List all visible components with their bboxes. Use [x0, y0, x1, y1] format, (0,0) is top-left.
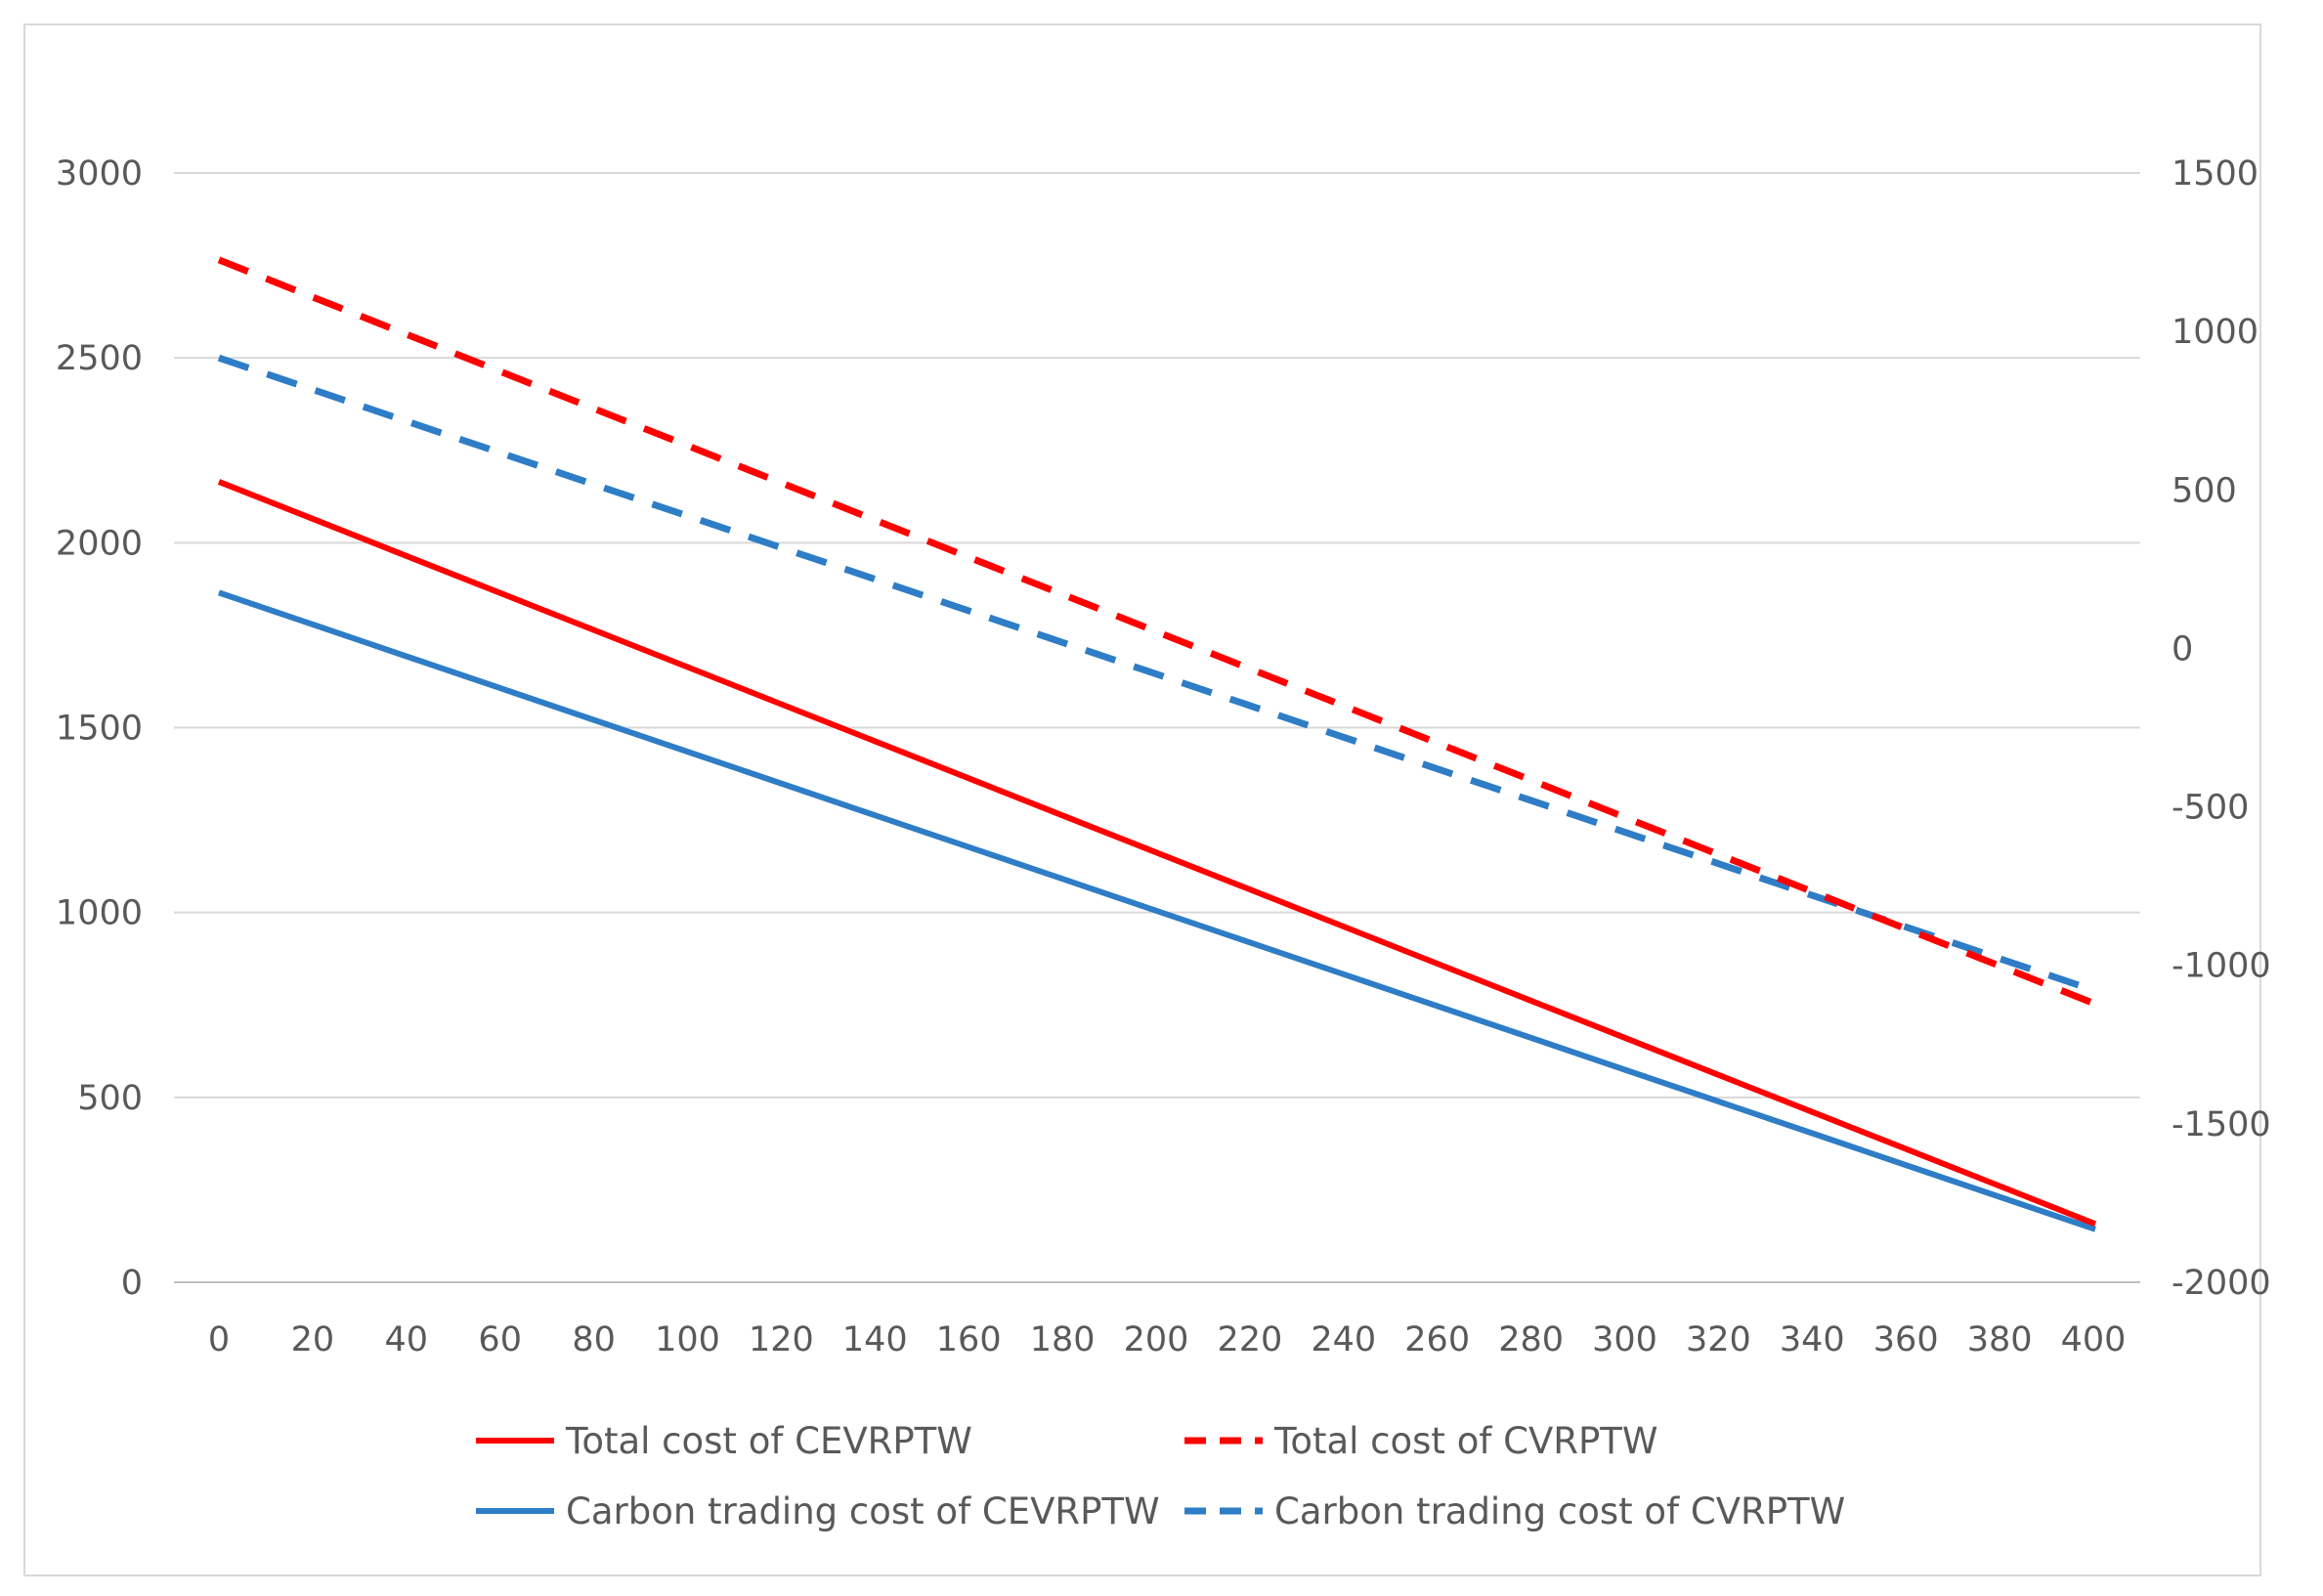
y-tick-label: 2000: [56, 524, 143, 563]
legend-label-1: Total cost of CEVRPTW: [565, 1420, 972, 1462]
x-tick-label: 40: [385, 1320, 429, 1359]
x-tick-label: 180: [1030, 1320, 1096, 1359]
y2-tick-label: 1000: [2172, 313, 2258, 352]
y-tick-label: 3000: [56, 154, 143, 194]
series-lines: [217, 256, 2097, 1232]
legend-label-2: Total cost of CVRPTW: [1273, 1420, 1657, 1462]
x-tick-label: 280: [1498, 1320, 1564, 1359]
x-tick-label: 100: [655, 1320, 720, 1359]
x-tick-label: 240: [1311, 1320, 1376, 1359]
x-tick-label: 140: [842, 1320, 908, 1359]
y-tick-label: 500: [77, 1079, 143, 1118]
x-tick-label: 320: [1686, 1320, 1751, 1359]
x-tick-label: 300: [1592, 1320, 1657, 1359]
y-axis-right: -2000 -1500 -1000 -500 0 500 1000 1500: [2172, 154, 2271, 1303]
legend: Total cost of CEVRPTW Total cost of CVRPT…: [476, 1420, 1845, 1532]
x-axis: 0 20 40 60 80 100 120 140 160 180 200 220 240 260 280 3…: [208, 1320, 2127, 1359]
x-tick-label: 260: [1404, 1320, 1470, 1359]
series-line-2: [217, 256, 2097, 1008]
y2-tick-label: -1000: [2172, 947, 2271, 986]
y-axis-left: 0 500 1000 1500 2000 2500 3000: [56, 154, 143, 1303]
y-tick-label: 2500: [56, 339, 143, 378]
x-tick-label: 200: [1124, 1320, 1189, 1359]
y-tick-label: 1500: [56, 710, 143, 749]
series-line-1: [217, 479, 2097, 1228]
y2-tick-label: 1500: [2172, 154, 2258, 194]
x-tick-label: 120: [749, 1320, 814, 1359]
y-tick-label: 1000: [56, 894, 143, 933]
y2-tick-label: -1500: [2172, 1105, 2271, 1144]
x-tick-label: 360: [1873, 1320, 1939, 1359]
x-tick-label: 220: [1217, 1320, 1282, 1359]
y-tick-label: 0: [121, 1264, 143, 1303]
x-tick-label: 160: [936, 1320, 1002, 1359]
y2-tick-label: 0: [2172, 629, 2193, 669]
y2-tick-label: -2000: [2172, 1264, 2271, 1303]
x-tick-label: 20: [291, 1320, 335, 1359]
series-line-3: [218, 589, 2096, 1232]
x-tick-label: 80: [572, 1320, 616, 1359]
y2-tick-label: 500: [2172, 471, 2237, 510]
x-tick-label: 340: [1780, 1320, 1845, 1359]
gridlines: [174, 172, 2140, 1283]
x-tick-label: 380: [1967, 1320, 2033, 1359]
legend-label-4: Carbon trading cost of CVRPTW: [1274, 1490, 1845, 1532]
x-tick-label: 400: [2061, 1320, 2127, 1359]
series-line-4: [217, 354, 2097, 995]
chart-frame: [23, 23, 2261, 1576]
legend-label-3: Carbon trading cost of CEVRPTW: [566, 1490, 1160, 1532]
x-tick-label: 0: [208, 1320, 230, 1359]
x-tick-label: 60: [478, 1320, 522, 1359]
y2-tick-label: -500: [2172, 789, 2249, 828]
